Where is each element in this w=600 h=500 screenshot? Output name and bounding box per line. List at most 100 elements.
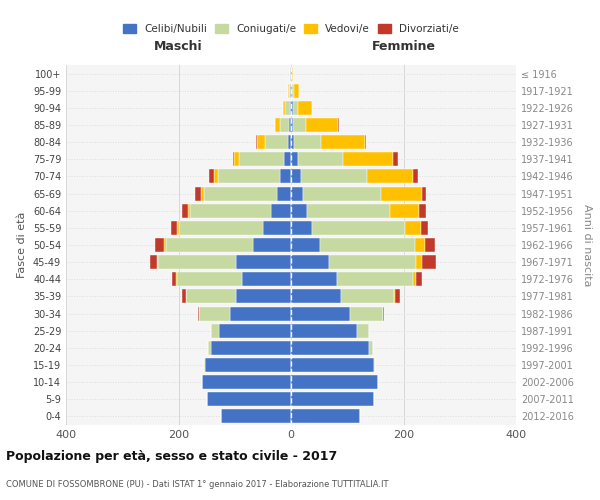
Bar (221, 410, 291, 424)
Bar (350, 306, 383, 320)
Bar (230, 306, 291, 320)
Bar (329, 255, 416, 269)
Bar (182, 290, 187, 304)
Bar (291, 375, 378, 389)
Bar (291, 306, 350, 320)
Bar (301, 170, 367, 183)
Bar (234, 152, 239, 166)
Bar (291, 170, 301, 183)
Bar (341, 290, 394, 304)
Bar (239, 152, 284, 166)
Bar (291, 341, 368, 355)
Bar (158, 255, 236, 269)
Bar (283, 101, 286, 115)
Bar (257, 135, 265, 149)
Bar (263, 221, 291, 235)
Bar (280, 118, 289, 132)
Bar (293, 118, 305, 132)
Text: COMUNE DI FOSSOMBRONE (PU) - Dati ISTAT 1° gennaio 2017 - Elaborazione TUTTITALI: COMUNE DI FOSSOMBRONE (PU) - Dati ISTAT … (6, 480, 389, 489)
Bar (286, 101, 290, 115)
Bar (343, 152, 393, 166)
Bar (291, 238, 320, 252)
Legend: Celibi/Nubili, Coniugati/e, Vedovi/e, Divorziati/e: Celibi/Nubili, Coniugati/e, Vedovi/e, Di… (119, 20, 463, 38)
Bar (320, 238, 415, 252)
Text: Maschi: Maschi (154, 40, 203, 53)
Bar (365, 135, 367, 149)
Bar (419, 204, 426, 218)
Bar (211, 341, 291, 355)
Bar (291, 410, 359, 424)
Y-axis label: Anni di nascita: Anni di nascita (582, 204, 592, 286)
Bar (241, 272, 291, 286)
Bar (182, 204, 187, 218)
Bar (236, 290, 291, 304)
Bar (177, 221, 179, 235)
Bar (202, 375, 291, 389)
Bar (291, 221, 313, 235)
Bar (218, 170, 280, 183)
Bar (204, 186, 277, 200)
Bar (422, 255, 436, 269)
Bar (421, 221, 428, 235)
Bar (198, 306, 199, 320)
Text: Popolazione per età, sesso e stato civile - 2017: Popolazione per età, sesso e stato civil… (6, 450, 337, 463)
Bar (219, 324, 291, 338)
Bar (291, 118, 293, 132)
Bar (295, 135, 322, 149)
Bar (305, 118, 338, 132)
Bar (177, 272, 241, 286)
Bar (199, 306, 230, 320)
Bar (383, 306, 384, 320)
Bar (291, 358, 374, 372)
Bar (201, 186, 204, 200)
Y-axis label: Fasce di età: Fasce di età (17, 212, 27, 278)
Bar (291, 272, 337, 286)
Bar (358, 324, 368, 338)
Bar (295, 84, 299, 98)
Bar (416, 272, 421, 286)
Text: Femmine: Femmine (371, 40, 436, 53)
Bar (179, 221, 263, 235)
Bar (415, 238, 425, 252)
Bar (289, 118, 291, 132)
Bar (209, 170, 214, 183)
Bar (291, 101, 293, 115)
Bar (187, 290, 236, 304)
Bar (206, 392, 291, 406)
Bar (393, 152, 398, 166)
Bar (394, 290, 395, 304)
Bar (390, 204, 419, 218)
Bar (280, 170, 291, 183)
Bar (277, 186, 291, 200)
Bar (164, 238, 166, 252)
Bar (155, 238, 164, 252)
Bar (338, 118, 340, 132)
Bar (368, 341, 373, 355)
Bar (292, 84, 295, 98)
Bar (291, 186, 304, 200)
Bar (157, 255, 158, 269)
Bar (288, 135, 291, 149)
Bar (291, 324, 358, 338)
Bar (171, 221, 177, 235)
Bar (293, 101, 298, 115)
Bar (291, 152, 298, 166)
Bar (298, 101, 312, 115)
Bar (367, 170, 413, 183)
Bar (291, 204, 307, 218)
Bar (208, 341, 211, 355)
Bar (291, 255, 329, 269)
Bar (413, 272, 416, 286)
Bar (289, 84, 290, 98)
Bar (291, 84, 292, 98)
Bar (271, 204, 291, 218)
Bar (275, 118, 280, 132)
Bar (421, 186, 426, 200)
Bar (307, 204, 390, 218)
Bar (166, 238, 253, 252)
Bar (233, 152, 234, 166)
Bar (322, 135, 365, 149)
Bar (381, 186, 421, 200)
Bar (205, 358, 291, 372)
Bar (313, 221, 405, 235)
